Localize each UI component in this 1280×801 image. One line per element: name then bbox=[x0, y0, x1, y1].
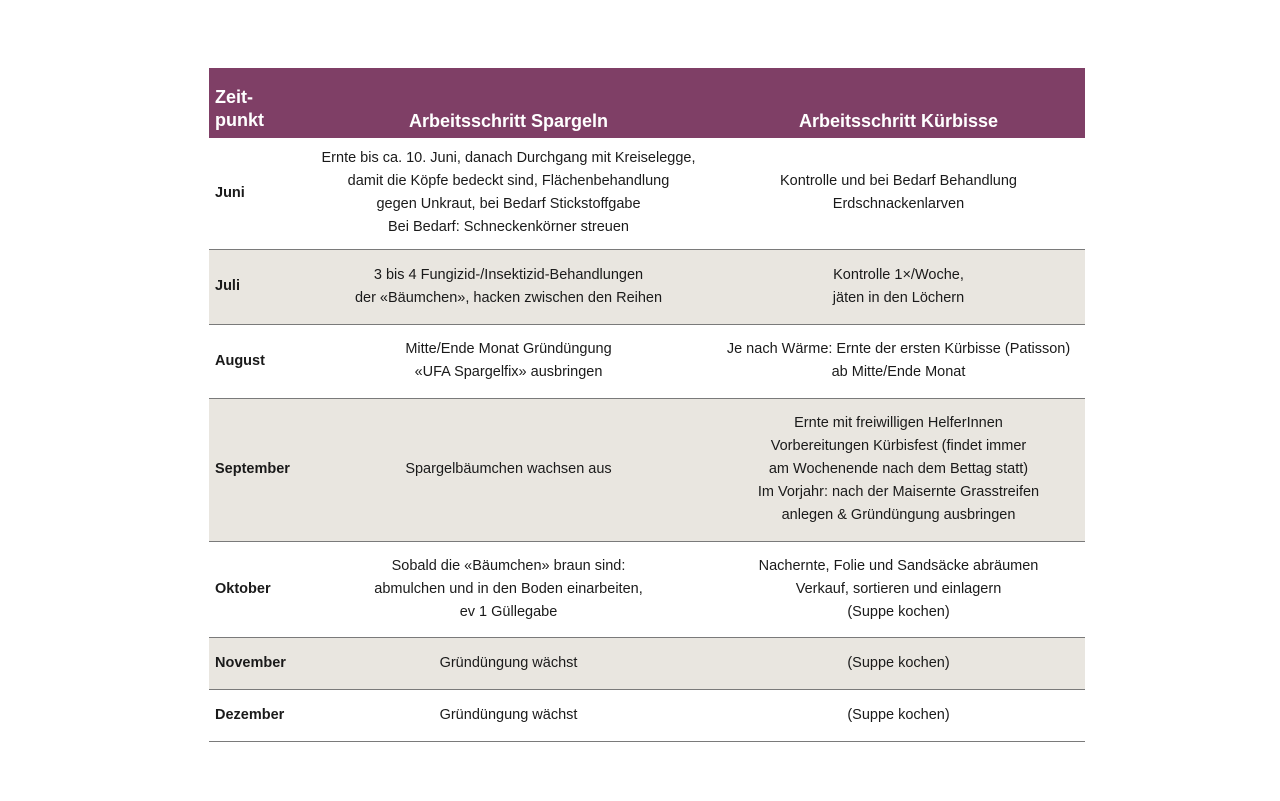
spargeln-cell: Gründüngung wächst bbox=[305, 637, 712, 690]
spargeln-cell: Sobald die «Bäumchen» braun sind: abmulch… bbox=[305, 541, 712, 638]
cell-line: Ernte bis ca. 10. Juni, danach Durchgang… bbox=[321, 150, 696, 167]
cell-line: «UFA Spargelfix» ausbringen bbox=[414, 364, 603, 380]
kuerbisse-cell: Je nach Wärme: Ernte der ersten Kürbisse… bbox=[712, 324, 1085, 399]
cell-line: Erdschnackenlarven bbox=[832, 196, 965, 213]
cell-line: Sobald die «Bäumchen» braun sind: bbox=[391, 557, 626, 574]
header-row: Zeit- punkt Arbeitsschritt Spargeln Arbe… bbox=[209, 68, 1085, 138]
spargeln-cell: Mitte/Ende Monat Gründüngung «UFA Spargel… bbox=[305, 324, 712, 399]
cell-line: Gründüngung wächst bbox=[439, 706, 578, 723]
cell-line: damit die Köpfe bedeckt sind, Flächenbeh… bbox=[347, 173, 670, 190]
cell-line: (Suppe kochen) bbox=[847, 654, 950, 671]
cell-line: Mitte/Ende Monat Gründüngung bbox=[405, 341, 612, 357]
month-cell: Dezember bbox=[209, 689, 305, 742]
header-spargeln: Arbeitsschritt Spargeln bbox=[305, 68, 712, 138]
cell-line: Spargelbäumchen wachsen aus bbox=[405, 461, 612, 477]
table-row: November Gründüngung wächst (Suppe kochen) bbox=[209, 637, 1085, 690]
table-row: Oktober Sobald die «Bäumchen» braun sind:… bbox=[209, 541, 1085, 638]
cell-line: (Suppe kochen) bbox=[847, 603, 950, 620]
header-zeitpunkt: Zeit- punkt bbox=[209, 68, 305, 138]
spargeln-cell: 3 bis 4 Fungizid-/Insektizid-Behandlunge… bbox=[305, 249, 712, 325]
cell-line: Kontrolle 1×/Woche, bbox=[833, 266, 964, 283]
table-row: September Spargelbäumchen wachsen aus Ernt… bbox=[209, 398, 1085, 542]
table-row: Juli 3 bis 4 Fungizid-/Insektizid-Behandl… bbox=[209, 249, 1085, 325]
spargeln-cell: Spargelbäumchen wachsen aus bbox=[305, 398, 712, 542]
cell-line: Gründüngung wächst bbox=[439, 654, 578, 671]
cell-line: Ernte mit freiwilligen HelferInnen bbox=[794, 415, 1003, 431]
cell-line: Nachernte, Folie und Sandsäcke abräumen bbox=[758, 557, 1039, 574]
cell-line: Im Vorjahr: nach der Maisernte Grasstrei… bbox=[757, 484, 1040, 500]
month-cell: November bbox=[209, 637, 305, 690]
cell-line: jäten in den Löchern bbox=[832, 289, 965, 306]
cell-line: ab Mitte/Ende Monat bbox=[831, 364, 966, 380]
cell-line: 3 bis 4 Fungizid-/Insektizid-Behandlunge… bbox=[373, 266, 644, 283]
header-kuerbisse: Arbeitsschritt Kürbisse bbox=[712, 68, 1085, 138]
month-cell: Juli bbox=[209, 249, 305, 325]
kuerbisse-cell: Kontrolle 1×/Woche, jäten in den Löchern bbox=[712, 249, 1085, 325]
cell-line: Je nach Wärme: Ernte der ersten Kürbisse… bbox=[726, 341, 1071, 357]
kuerbisse-cell: (Suppe kochen) bbox=[712, 689, 1085, 742]
cell-line: am Wochenende nach dem Bettag statt) bbox=[768, 461, 1029, 477]
spargeln-cell: Ernte bis ca. 10. Juni, danach Durchgang… bbox=[305, 138, 712, 250]
kuerbisse-cell: (Suppe kochen) bbox=[712, 637, 1085, 690]
schedule-table: Zeit- punkt Arbeitsschritt Spargeln Arbe… bbox=[209, 68, 1085, 742]
header-text: Zeit- bbox=[215, 87, 253, 107]
cell-line: gegen Unkraut, bei Bedarf Stickstoffgabe bbox=[376, 196, 641, 213]
kuerbisse-cell: Ernte mit freiwilligen HelferInnen Vorber… bbox=[712, 398, 1085, 542]
cell-line: Kontrolle und bei Bedarf Behandlung bbox=[779, 173, 1017, 190]
month-cell: Oktober bbox=[209, 541, 305, 638]
table-row: Juni Ernte bis ca. 10. Juni, danach Durch… bbox=[209, 138, 1085, 250]
kuerbisse-cell: Kontrolle und bei Bedarf Behandlung Erdsc… bbox=[712, 138, 1085, 250]
table-row: Dezember Gründüngung wächst (Suppe kochen) bbox=[209, 689, 1085, 742]
month-cell: August bbox=[209, 324, 305, 399]
spargeln-cell: Gründüngung wächst bbox=[305, 689, 712, 742]
cell-line: Bei Bedarf: Schneckenkörner streuen bbox=[388, 219, 629, 236]
table-row: August Mitte/Ende Monat Gründüngung «UFA S… bbox=[209, 324, 1085, 399]
kuerbisse-cell: Nachernte, Folie und Sandsäcke abräumen V… bbox=[712, 541, 1085, 638]
cell-line: Verkauf, sortieren und einlagern bbox=[795, 580, 1002, 597]
cell-line: Vorbereitungen Kürbisfest (findet immer bbox=[770, 438, 1027, 454]
cell-line: abmulchen und in den Boden einarbeiten, bbox=[374, 580, 643, 597]
cell-line: anlegen & Gründüngung ausbringen bbox=[781, 507, 1016, 523]
header-text: punkt bbox=[215, 110, 264, 130]
cell-line: der «Bäumchen», hacken zwischen den Reih… bbox=[354, 289, 663, 306]
month-cell: September bbox=[209, 398, 305, 542]
cell-line: (Suppe kochen) bbox=[847, 706, 950, 723]
month-cell: Juni bbox=[209, 138, 305, 250]
cell-line: ev 1 Güllegabe bbox=[459, 603, 558, 620]
